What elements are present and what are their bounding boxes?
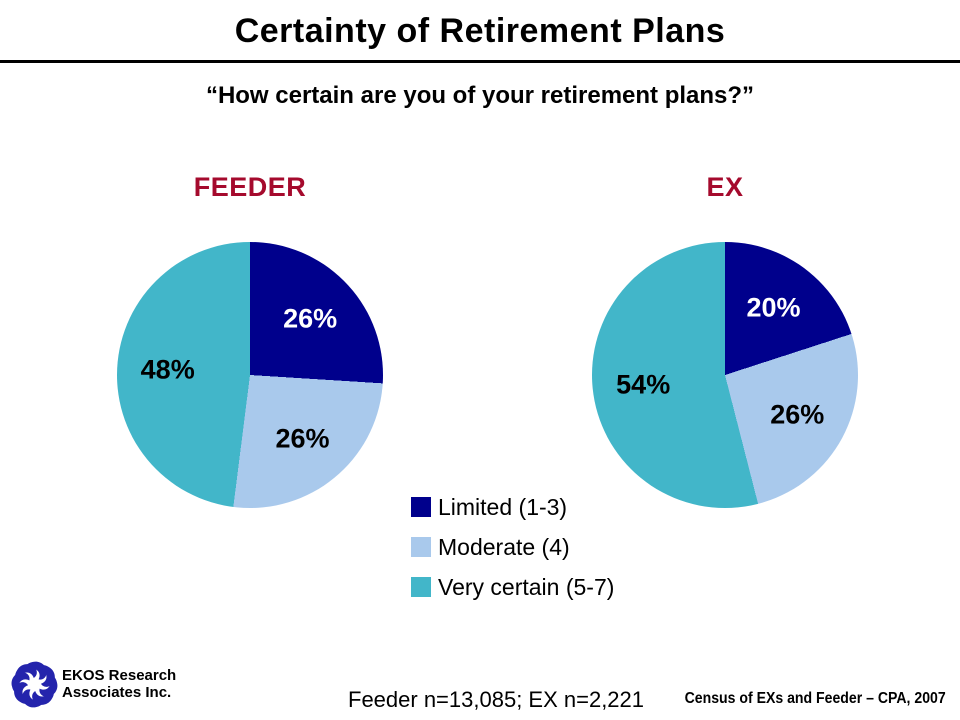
source-citation: Census of EXs and Feeder – CPA, 2007 [684, 690, 946, 707]
limited-swatch-icon [411, 497, 431, 517]
pie-slice-value: 26% [275, 423, 330, 454]
page-title: Certainty of Retirement Plans [234, 12, 726, 50]
organization-line2: Associates Inc. [62, 684, 172, 701]
pie-slice-value: 48% [140, 354, 195, 385]
title-divider [0, 60, 960, 63]
pie-slice-value: 26% [770, 399, 825, 430]
pie-slice-value: 54% [616, 369, 671, 400]
organization-line1: EKOS Research [62, 667, 177, 684]
legend-item-limited: Limited (1-3) [411, 494, 614, 520]
survey-question: “How certain are you of your retirement … [205, 82, 755, 109]
organization-name: EKOS Research Associates Inc. [62, 667, 176, 701]
very-certain-swatch-icon [411, 577, 431, 597]
pie-slice-value: 26% [283, 303, 338, 334]
ex-group-heading: EX [706, 172, 744, 202]
feeder-group-heading: FEEDER [193, 172, 307, 202]
ekos-swirl-icon [10, 660, 59, 709]
feeder-pie-chart: 26% 26% 48% [117, 242, 383, 508]
legend-item-very-certain: Very certain (5-7) [411, 574, 614, 600]
legend-label: Limited (1-3) [438, 494, 568, 520]
pie-slice-value: 20% [746, 292, 801, 323]
legend-item-moderate: Moderate (4) [411, 534, 614, 560]
chart-legend: Limited (1-3) Moderate (4) Very certain … [411, 494, 614, 614]
ex-pie-chart: 20% 26% 54% [592, 242, 858, 508]
legend-label: Very certain (5-7) [438, 574, 615, 600]
legend-label: Moderate (4) [438, 534, 570, 560]
sample-size-note: Feeder n=13,085; EX n=2,221 [348, 687, 645, 712]
moderate-swatch-icon [411, 537, 431, 557]
